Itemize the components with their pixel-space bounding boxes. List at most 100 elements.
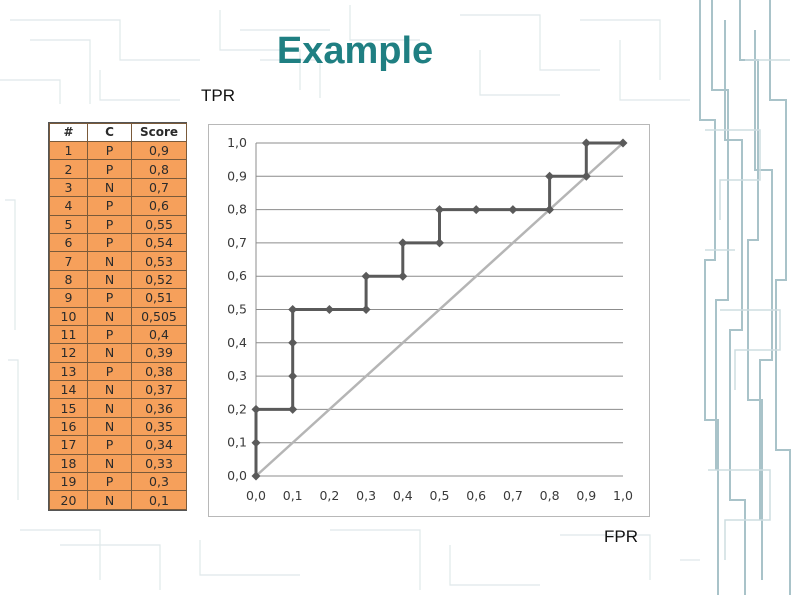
- header-class: C: [87, 123, 132, 142]
- cell-score: 0,38: [131, 361, 187, 382]
- x-tick-label: 1,0: [613, 488, 633, 503]
- cell-class: N: [87, 380, 132, 400]
- roc-point-marker: [471, 205, 481, 215]
- x-tick-label: 0,6: [466, 488, 486, 503]
- table-row: 11 P 0,4: [49, 324, 187, 345]
- cell-score: 0,37: [131, 380, 187, 400]
- cell-index: 19: [49, 472, 88, 492]
- table-row: 1 P 0,9: [49, 140, 187, 161]
- table-row: 2 P 0,8: [49, 159, 187, 179]
- roc-point-marker: [288, 404, 298, 414]
- diagonal-reference-line: [255, 142, 624, 477]
- roc-point-marker: [618, 138, 628, 148]
- table-row: 14 N 0,37: [49, 380, 187, 400]
- y-tick-label: 0,1: [227, 435, 247, 450]
- cell-index: 9: [49, 288, 88, 308]
- cell-index: 3: [49, 177, 88, 198]
- table-row: 4 P 0,6: [49, 196, 187, 216]
- table-row: 20 N 0,1: [49, 490, 187, 510]
- table-row: 9 P 0,51: [49, 288, 187, 308]
- roc-point-marker: [508, 205, 518, 215]
- cell-class: N: [87, 398, 132, 418]
- cell-score: 0,8: [131, 159, 187, 179]
- cell-class: P: [87, 324, 132, 345]
- y-tick-label: 0,8: [227, 202, 247, 217]
- roc-point-marker: [324, 305, 334, 314]
- x-tick-label: 0,2: [319, 488, 339, 503]
- cell-score: 0,34: [131, 435, 187, 455]
- header-index: #: [49, 123, 88, 142]
- cell-index: 16: [49, 416, 88, 437]
- cell-score: 0,35: [131, 416, 187, 437]
- y-tick-label: 0,7: [227, 235, 247, 250]
- y-tick-label: 0,6: [227, 268, 247, 283]
- cell-class: P: [87, 232, 132, 253]
- cell-score: 0,55: [131, 214, 187, 234]
- y-tick-label: 1,0: [227, 135, 247, 150]
- roc-point-marker: [435, 205, 444, 215]
- cell-class: P: [87, 435, 132, 455]
- cell-class: N: [87, 177, 132, 198]
- cell-score: 0,33: [131, 453, 187, 474]
- cell-score: 0,1: [131, 490, 187, 510]
- cell-class: N: [87, 269, 132, 290]
- cell-class: N: [87, 453, 132, 474]
- header-score: Score: [131, 123, 187, 142]
- roc-point-marker: [581, 171, 591, 181]
- y-tick-label: 0,4: [227, 335, 247, 350]
- roc-point-marker: [251, 438, 261, 448]
- y-tick-label: 0,5: [227, 302, 247, 317]
- table-row: 6 P 0,54: [49, 232, 187, 253]
- roc-point-marker: [251, 471, 261, 481]
- cell-index: 5: [49, 214, 88, 234]
- cell-score: 0,36: [131, 398, 187, 418]
- table-row: 12 N 0,39: [49, 343, 187, 363]
- cell-score: 0,3: [131, 472, 187, 492]
- roc-point-marker: [545, 171, 555, 181]
- x-tick-label: 0,8: [540, 488, 560, 503]
- cell-index: 13: [49, 361, 88, 382]
- cell-class: P: [87, 361, 132, 382]
- cell-score: 0,52: [131, 269, 187, 290]
- roc-chart-svg: 0,0 0,1 0,2 0,3 0,4 0,5 0,6 0,7 0,8 0,9 1,0 0,0 0,1 0…: [227, 135, 633, 503]
- roc-point-marker: [288, 338, 298, 348]
- table-row: 15 N 0,36: [49, 398, 187, 418]
- cell-index: 8: [49, 269, 88, 290]
- cell-class: N: [87, 416, 132, 437]
- cell-index: 18: [49, 453, 88, 474]
- cell-score: 0,39: [131, 343, 187, 363]
- cell-index: 6: [49, 232, 88, 253]
- y-tick-label: 0,9: [227, 168, 247, 183]
- roc-point-marker: [288, 371, 298, 381]
- cell-score: 0,505: [131, 306, 187, 326]
- cell-index: 2: [49, 159, 88, 179]
- table-row: 16 N 0,35: [49, 416, 187, 437]
- roc-point-marker: [435, 238, 444, 248]
- roc-point-marker: [361, 271, 371, 281]
- table-row: 10 N 0,505: [49, 306, 187, 326]
- y-tick-label: 0,0: [227, 468, 247, 483]
- table-header-row: # C Score: [49, 123, 187, 142]
- roc-point-marker: [398, 271, 408, 281]
- cell-class: N: [87, 251, 132, 271]
- roc-point-marker: [581, 138, 591, 148]
- x-axis-caption: FPR: [604, 527, 638, 546]
- cell-score: 0,6: [131, 196, 187, 216]
- y-tick-label: 0,2: [227, 401, 247, 416]
- cell-index: 7: [49, 251, 88, 271]
- roc-chart: 0,0 0,1 0,2 0,3 0,4 0,5 0,6 0,7 0,8 0,9 1,0 0,0 0,1 0…: [208, 124, 650, 517]
- table-row: 13 P 0,38: [49, 361, 187, 382]
- table-row: 3 N 0,7: [49, 177, 187, 198]
- cell-class: P: [87, 288, 132, 308]
- cell-score: 0,51: [131, 288, 187, 308]
- table-row: 7 N 0,53: [49, 251, 187, 271]
- table-row: 5 P 0,55: [49, 214, 187, 234]
- cell-index: 1: [49, 140, 88, 161]
- slide-title: Example: [276, 30, 434, 72]
- cell-index: 11: [49, 324, 88, 345]
- roc-point-marker: [545, 205, 555, 215]
- x-tick-label: 0,7: [503, 488, 523, 503]
- cell-score: 0,9: [131, 140, 187, 161]
- cell-class: P: [87, 214, 132, 234]
